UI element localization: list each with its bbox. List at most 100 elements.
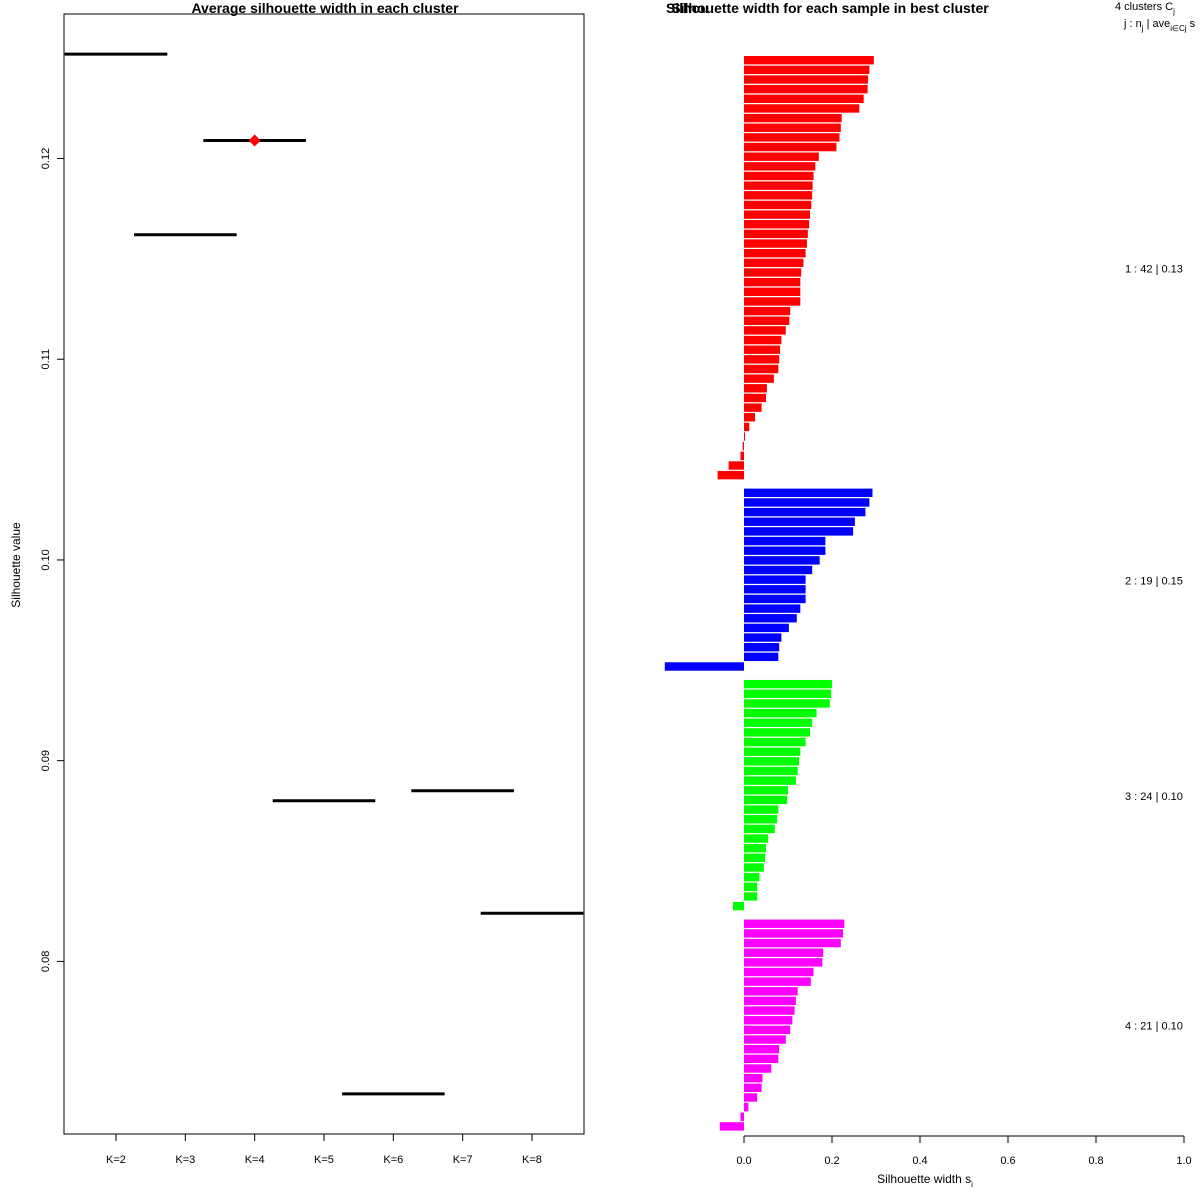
cluster-1-sample-bar bbox=[742, 442, 744, 451]
cluster-2-sample-bar bbox=[744, 517, 855, 526]
cluster-1-sample-bar bbox=[744, 171, 814, 181]
right-x-axis-label: Silhouette width si bbox=[877, 1172, 973, 1189]
cluster-2-sample-bar bbox=[744, 614, 797, 623]
cluster-4-sample-bar bbox=[744, 1006, 795, 1015]
cluster-1-sample-bar bbox=[744, 75, 869, 84]
cluster-1-sample-bar bbox=[744, 393, 766, 403]
cluster-1-sample-bar bbox=[744, 181, 813, 190]
cluster-1-sample-bar bbox=[744, 65, 870, 75]
left-chart-title: Average silhouette width in each cluster bbox=[191, 0, 459, 16]
cluster-1-sample-bar bbox=[744, 403, 762, 412]
cluster-1-sample-bar bbox=[744, 384, 767, 393]
cluster-3-sample-bar bbox=[733, 901, 744, 911]
cluster-2-sample-bar bbox=[744, 585, 806, 594]
cluster-4-sample-bar bbox=[719, 1122, 744, 1131]
cluster-2-sample-bar bbox=[744, 594, 806, 604]
cluster-3-sample-bar bbox=[744, 872, 760, 882]
cluster-1-sample-bar bbox=[744, 355, 780, 364]
cluster-1-sample-bar bbox=[744, 162, 816, 171]
cluster-4-sample-bar bbox=[744, 938, 841, 948]
cluster-1-sample-bar bbox=[744, 306, 791, 316]
cluster-4-sample-bar bbox=[744, 987, 798, 996]
cluster-3-sample-bar bbox=[744, 795, 788, 805]
cluster-1-sample-bar bbox=[744, 123, 841, 132]
cluster-1-sample-bar bbox=[744, 249, 806, 258]
cluster-3-sample-bar bbox=[744, 766, 798, 776]
right-bars bbox=[664, 56, 874, 1131]
cluster-1-sample-bar bbox=[744, 220, 810, 229]
cluster-3-annotation: 3 : 24 | 0.10 bbox=[1125, 791, 1183, 803]
right-x-tick-label: 0.6 bbox=[1000, 1155, 1015, 1167]
cluster-1-sample-bar bbox=[744, 287, 801, 296]
right-x-tick-label: 0.4 bbox=[912, 1155, 927, 1167]
cluster-2-sample-bar bbox=[744, 527, 854, 536]
cluster-3-sample-bar bbox=[744, 863, 764, 872]
cluster-2-sample-bar bbox=[744, 507, 866, 517]
left-y-tick-label: 0.10 bbox=[40, 549, 52, 570]
left-panel-avg-silhouette: Average silhouette width in each cluster… bbox=[9, 0, 585, 1166]
cluster-3-sample-bar bbox=[744, 834, 769, 843]
left-y-tick-label: 0.12 bbox=[40, 148, 52, 169]
cluster-3-sample-bar bbox=[744, 824, 775, 834]
cluster-3-sample-bar bbox=[744, 815, 777, 824]
cluster-1-sample-bar bbox=[744, 229, 808, 239]
cluster-4-sample-bar bbox=[744, 1073, 763, 1083]
cluster-1-sample-bar bbox=[744, 56, 874, 65]
cluster-2-sample-bar bbox=[744, 575, 806, 584]
cluster-4-sample-bar bbox=[744, 948, 824, 957]
left-y-axis-label: Silhouette value bbox=[9, 522, 23, 608]
cluster-3-sample-bar bbox=[744, 844, 766, 853]
cluster-3-sample-bar bbox=[744, 699, 830, 708]
cluster-3-sample-bar bbox=[744, 892, 758, 901]
cluster-1-sample-bar bbox=[728, 461, 744, 470]
cluster-3-sample-bar bbox=[744, 689, 832, 698]
cluster-2-sample-bar bbox=[744, 604, 801, 613]
cluster-2-sample-bar bbox=[744, 623, 789, 633]
left-y-tick-label: 0.11 bbox=[40, 349, 52, 370]
cluster-3-sample-bar bbox=[744, 786, 788, 795]
cluster-1-sample-bar bbox=[744, 297, 801, 306]
right-x-axis: 0.0 0.2 0.4 0.6 0.8 1.0 bbox=[736, 1135, 1192, 1167]
right-x-tick-label: 1.0 bbox=[1176, 1155, 1191, 1167]
right-x-tick-label: 0.8 bbox=[1088, 1155, 1103, 1167]
cluster-4-sample-bar bbox=[744, 1025, 791, 1035]
cluster-1-sample-bar bbox=[744, 374, 774, 383]
cluster-1-sample-bar bbox=[744, 142, 837, 152]
right-x-tick-label: 0.2 bbox=[824, 1155, 839, 1167]
cluster-4-sample-bar bbox=[744, 958, 823, 967]
cluster-4-sample-bar bbox=[744, 996, 796, 1006]
cluster-1-sample-bar bbox=[744, 191, 813, 200]
best-k-diamond-marker bbox=[248, 134, 261, 147]
cluster-1-sample-bar bbox=[744, 345, 781, 354]
cluster-4-sample-bar bbox=[744, 1016, 793, 1025]
cluster-2-sample-bar bbox=[744, 546, 826, 555]
cluster-2-sample-bar bbox=[744, 633, 782, 642]
cluster-2-sample-bar bbox=[664, 662, 744, 671]
cluster-3-sample-bar bbox=[744, 728, 810, 737]
cluster-1-sample-bar bbox=[744, 422, 750, 432]
cluster-2-sample-bar bbox=[744, 536, 826, 546]
cluster-1-sample-bar bbox=[744, 432, 745, 441]
cluster-4-sample-bar bbox=[744, 1054, 779, 1064]
cluster-1-sample-bar bbox=[744, 268, 802, 277]
left-x-tick-label: K=2 bbox=[106, 1154, 126, 1166]
cluster-1-sample-bar bbox=[744, 94, 864, 103]
cluster-1-sample-bar bbox=[744, 152, 819, 161]
cluster-4-sample-bar bbox=[740, 1112, 744, 1121]
cluster-4-sample-bar bbox=[744, 977, 811, 986]
cluster-4-sample-bar bbox=[744, 1102, 749, 1112]
cluster-2-sample-bar bbox=[744, 488, 873, 497]
cluster-3-sample-bar bbox=[744, 679, 832, 689]
cluster-1-sample-bar bbox=[744, 200, 812, 210]
left-x-axis: K=2 K=3 K=4 K=5 K=6 K=7 K=8 bbox=[106, 1134, 542, 1166]
left-plot-marks bbox=[64, 52, 584, 1096]
right-panel-sample-silhouette: Silhouette width for each sample in best… bbox=[664, 0, 1196, 1189]
cluster-3-sample-bar bbox=[744, 737, 806, 747]
left-y-tick-label: 0.09 bbox=[40, 750, 52, 771]
cluster-1-sample-bar bbox=[744, 277, 801, 287]
left-y-axis: 0.08 0.09 0.10 0.11 0.12 bbox=[40, 148, 64, 972]
cluster-1-sample-bar bbox=[744, 133, 840, 142]
cluster-3-sample-bar bbox=[744, 708, 817, 718]
cluster-annotations: 1 : 42 | 0.13 2 : 19 | 0.15 3 : 24 | 0.10 4… bbox=[1125, 263, 1183, 1032]
